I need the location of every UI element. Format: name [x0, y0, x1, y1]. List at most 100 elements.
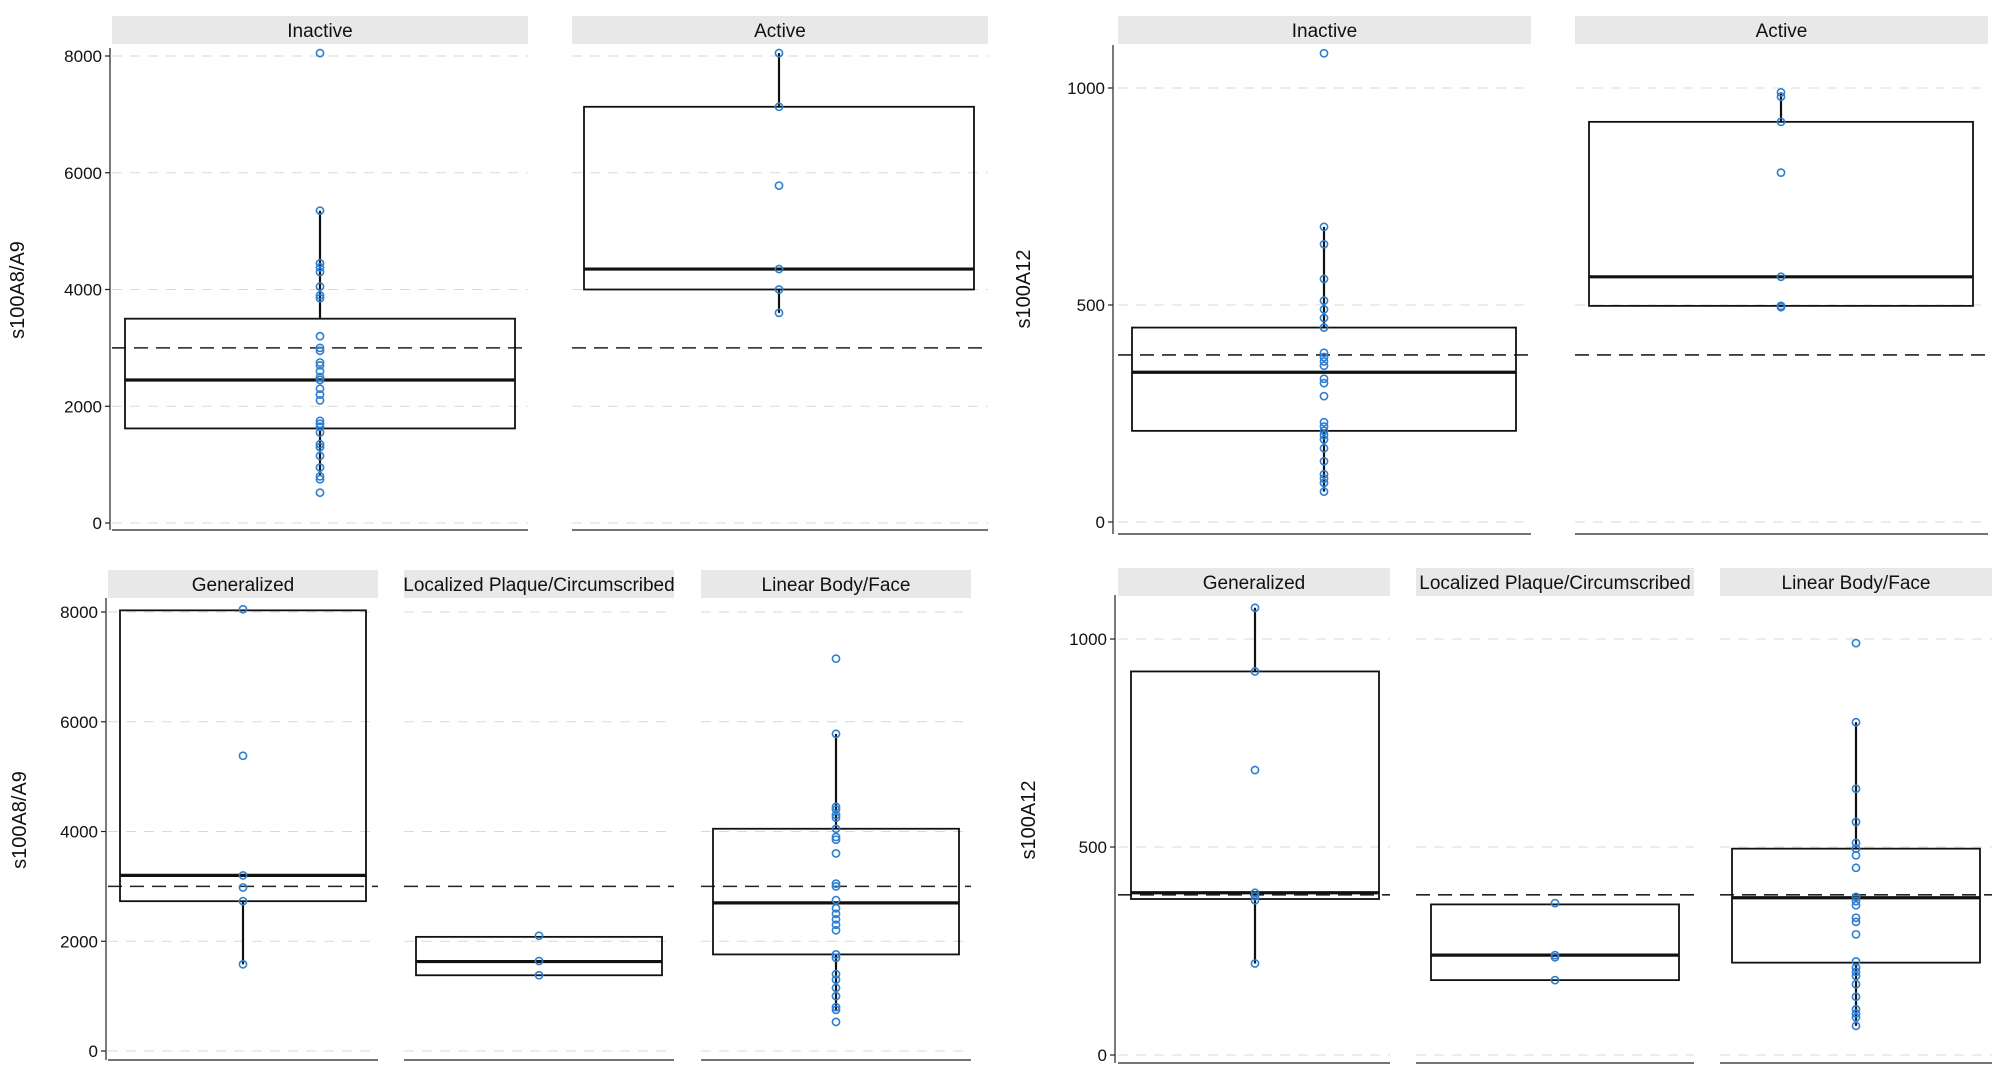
data-point	[238, 959, 248, 969]
data-point	[1319, 357, 1329, 366]
data-point	[831, 914, 841, 924]
y-tick-label: 0	[93, 514, 102, 533]
data-point	[1319, 474, 1329, 483]
y-tick-label: 8000	[64, 47, 102, 66]
data-point	[831, 810, 841, 820]
data-point	[534, 970, 544, 980]
panel-strip-label: Localized Plaque/Circumscribed	[403, 575, 674, 596]
panel-strip-label: Localized Plaque/Circumscribed	[1419, 573, 1690, 594]
panel-strip-label: Active	[1756, 21, 1808, 42]
data-point	[1319, 296, 1329, 306]
data-point	[1319, 487, 1329, 497]
data-point	[1851, 896, 1861, 906]
data-point	[831, 654, 841, 664]
box-iqr	[1430, 903, 1680, 982]
data-point	[1851, 929, 1861, 939]
data-point	[1319, 430, 1329, 440]
data-point	[1250, 891, 1260, 901]
data-point	[1851, 1009, 1861, 1018]
chart-s100a12-by-activity: s100A12 0 500 1000 Inactive Active	[1013, 16, 1988, 535]
data-point	[1851, 838, 1861, 848]
y-tick-label: 4000	[60, 823, 98, 842]
data-point	[831, 909, 841, 919]
data-point	[774, 48, 784, 58]
data-point	[315, 488, 325, 498]
data-point	[1319, 48, 1329, 58]
data-point	[238, 604, 248, 614]
panel-strip-label: Active	[754, 21, 806, 42]
panel-strip	[1118, 568, 1390, 596]
box-iqr	[415, 935, 663, 977]
y-axis-label: s100A8/A9	[9, 771, 31, 869]
data-point	[831, 805, 841, 814]
panel-strip	[1575, 16, 1988, 44]
data-point	[1851, 967, 1861, 977]
data-point	[315, 366, 325, 376]
panel-active: Active	[572, 16, 988, 531]
data-point	[315, 396, 325, 405]
y-tick-label: 1000	[1067, 79, 1105, 98]
data-point	[315, 416, 325, 426]
data-point	[831, 824, 841, 834]
panel-strip	[1416, 568, 1694, 596]
y-tick-label: 6000	[64, 164, 102, 183]
panel-strip	[108, 570, 378, 598]
data-point	[1319, 469, 1329, 479]
panel-strip-label: Inactive	[287, 21, 352, 42]
box-iqr	[583, 105, 975, 291]
data-point	[1851, 638, 1861, 648]
data-point	[1851, 863, 1861, 873]
data-point	[1851, 957, 1861, 966]
data-point	[1550, 975, 1560, 985]
data-point	[1851, 784, 1861, 794]
data-point	[1851, 1021, 1861, 1031]
data-point	[831, 950, 841, 959]
data-point	[1319, 323, 1329, 332]
chart-s100a8a9-by-activity: s100A8/A9 0 2000 4000 6000 8000 Inactive Activ…	[7, 16, 988, 533]
data-point	[1319, 378, 1329, 388]
data-point	[831, 881, 841, 891]
data-point	[831, 879, 841, 889]
data-point	[831, 991, 841, 1001]
data-point	[238, 751, 248, 761]
panel-inactive: Inactive	[1118, 16, 1531, 535]
data-point	[774, 264, 784, 274]
data-point	[1250, 765, 1260, 775]
data-point	[315, 331, 325, 341]
panel-strip-label: Generalized	[192, 575, 294, 596]
data-point	[1851, 892, 1861, 902]
data-point	[315, 422, 325, 432]
data-point	[1319, 348, 1329, 358]
data-point	[1851, 992, 1861, 1002]
data-point	[315, 419, 325, 429]
panel-linear-body-face: Linear Body/Face	[1720, 568, 1992, 1064]
data-point	[238, 871, 248, 880]
data-point	[315, 293, 325, 303]
data-point	[1319, 374, 1329, 384]
y-tick-label: 2000	[60, 932, 98, 951]
y-tick-label: 0	[1096, 513, 1105, 532]
data-point	[774, 308, 784, 318]
data-point	[1776, 168, 1786, 178]
data-point	[831, 925, 841, 935]
panel-localized-plaque-circumscribed: Localized Plaque/Circumscribed	[1416, 568, 1694, 1064]
data-point	[1319, 417, 1329, 427]
data-point	[774, 285, 784, 294]
data-point	[1851, 900, 1861, 910]
data-point	[1851, 963, 1861, 973]
data-point	[831, 903, 841, 913]
data-point	[1851, 850, 1861, 860]
data-point	[315, 439, 325, 449]
data-point	[1319, 222, 1329, 232]
data-point	[1319, 274, 1329, 284]
data-point	[774, 181, 784, 190]
data-point	[1319, 239, 1329, 249]
data-point	[1851, 979, 1861, 989]
box-iqr	[1130, 670, 1380, 900]
data-point	[831, 1017, 841, 1027]
data-point	[1550, 952, 1560, 962]
data-point	[1319, 478, 1329, 488]
data-point	[1319, 435, 1329, 444]
data-point	[1851, 1013, 1861, 1022]
